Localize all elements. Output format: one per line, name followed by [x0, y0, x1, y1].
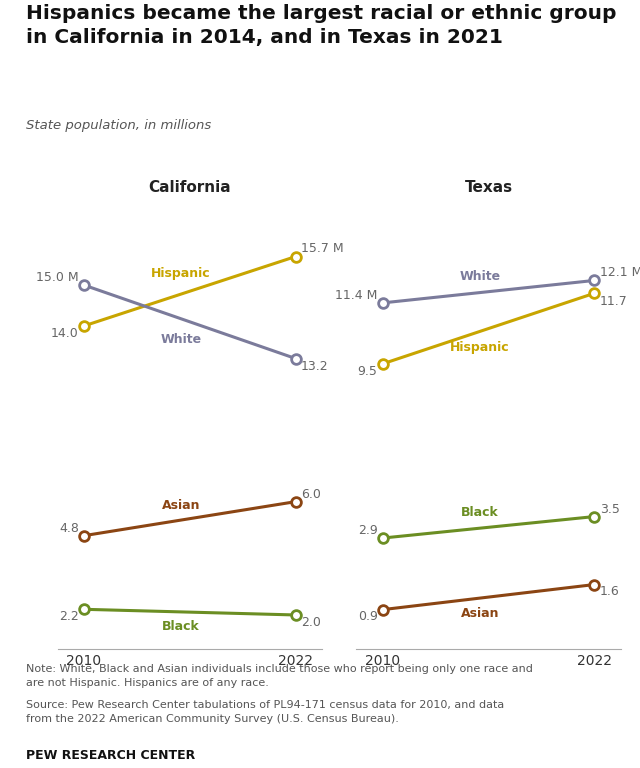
- Text: 1.6: 1.6: [600, 585, 620, 598]
- Text: Hispanics became the largest racial or ethnic group
in California in 2014, and i: Hispanics became the largest racial or e…: [26, 4, 616, 47]
- Text: PEW RESEARCH CENTER: PEW RESEARCH CENTER: [26, 749, 195, 762]
- Text: Hispanic: Hispanic: [151, 266, 211, 280]
- Text: 6.0: 6.0: [301, 488, 321, 501]
- Text: 2.2: 2.2: [59, 610, 79, 623]
- Text: 13.2: 13.2: [301, 360, 328, 373]
- Text: White: White: [161, 333, 202, 346]
- Text: 15.0 M: 15.0 M: [36, 271, 79, 283]
- Text: 9.5: 9.5: [358, 365, 378, 378]
- Text: Asian: Asian: [162, 498, 200, 511]
- Text: 3.5: 3.5: [600, 503, 620, 516]
- Text: 11.7: 11.7: [600, 295, 627, 308]
- Title: Texas: Texas: [465, 180, 513, 195]
- Text: 2.9: 2.9: [358, 525, 378, 538]
- Text: Black: Black: [461, 506, 499, 519]
- Text: 2.0: 2.0: [301, 616, 321, 628]
- Title: California: California: [148, 180, 231, 195]
- Text: Black: Black: [162, 621, 200, 634]
- Text: 11.4 M: 11.4 M: [335, 289, 378, 302]
- Text: Asian: Asian: [461, 607, 499, 620]
- Text: State population, in millions: State population, in millions: [26, 119, 211, 132]
- Text: Note: White, Black and Asian individuals include those who report being only one: Note: White, Black and Asian individuals…: [26, 664, 532, 687]
- Text: Source: Pew Research Center tabulations of PL94-171 census data for 2010, and da: Source: Pew Research Center tabulations …: [26, 700, 504, 723]
- Text: 12.1 M: 12.1 M: [600, 266, 640, 279]
- Text: 14.0: 14.0: [51, 327, 79, 340]
- Text: 0.9: 0.9: [358, 611, 378, 624]
- Text: Hispanic: Hispanic: [450, 341, 509, 354]
- Text: 4.8: 4.8: [59, 522, 79, 535]
- Text: 15.7 M: 15.7 M: [301, 242, 344, 255]
- Text: White: White: [460, 270, 500, 283]
